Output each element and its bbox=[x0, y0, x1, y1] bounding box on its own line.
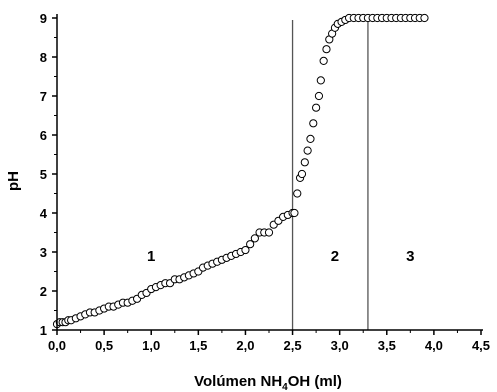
data-point bbox=[312, 103, 321, 112]
y-tick-label: 2 bbox=[40, 284, 47, 299]
x-axis-label-sub: 4 bbox=[282, 382, 288, 392]
y-tick-label: 9 bbox=[40, 11, 47, 26]
x-tick-label: 4,5 bbox=[472, 338, 490, 353]
data-point bbox=[290, 208, 299, 218]
data-point bbox=[241, 245, 250, 255]
x-tick-label: 1,0 bbox=[142, 338, 160, 353]
data-point bbox=[319, 56, 328, 66]
data-point bbox=[309, 119, 318, 128]
x-tick-label: 1,5 bbox=[189, 338, 207, 353]
x-axis-label: Volúmen NH4OH (ml) bbox=[194, 373, 342, 392]
x-tick-label: 3,5 bbox=[378, 338, 396, 353]
x-tick-label: 0,0 bbox=[48, 338, 66, 353]
data-point bbox=[420, 13, 429, 23]
data-points bbox=[52, 13, 429, 329]
y-tick-label: 4 bbox=[40, 206, 48, 221]
data-point bbox=[246, 240, 255, 249]
y-tick-label: 8 bbox=[40, 50, 47, 65]
x-axis-ticks: 0,0 0,5 1,0 1,5 2,0 2,5 3,0 3,5 4,0 4,5 bbox=[48, 330, 490, 353]
data-point bbox=[293, 189, 302, 198]
y-tick-label: 6 bbox=[40, 128, 47, 143]
region-labels: 1 2 3 bbox=[147, 248, 414, 265]
data-point bbox=[297, 169, 307, 179]
x-tick-label: 3,0 bbox=[331, 338, 349, 353]
y-tick-label: 1 bbox=[40, 323, 47, 338]
y-tick-label: 3 bbox=[40, 245, 47, 260]
x-axis-label-post: OH (ml) bbox=[288, 373, 342, 390]
x-tick-label: 4,0 bbox=[425, 338, 443, 353]
axes bbox=[56, 14, 483, 331]
region-label-2: 2 bbox=[331, 248, 339, 265]
region-label-3: 3 bbox=[406, 248, 414, 265]
region-label-1: 1 bbox=[147, 248, 155, 265]
data-point bbox=[314, 91, 324, 101]
y-axis-ticks: 1 2 3 4 5 6 7 8 9 bbox=[40, 11, 57, 338]
data-point bbox=[316, 76, 325, 85]
y-axis-label: pH bbox=[5, 171, 22, 191]
x-axis-label-pre: Volúmen NH bbox=[194, 373, 282, 390]
x-tick-label: 0,5 bbox=[95, 338, 113, 353]
data-point bbox=[306, 134, 315, 143]
data-point bbox=[264, 228, 274, 237]
x-tick-label: 2,5 bbox=[284, 338, 302, 353]
y-tick-label: 7 bbox=[40, 89, 47, 104]
data-point bbox=[322, 45, 331, 54]
x-tick-label: 2,0 bbox=[236, 338, 254, 353]
data-point bbox=[300, 158, 309, 167]
data-point bbox=[303, 146, 312, 155]
y-tick-label: 5 bbox=[40, 167, 47, 182]
region-dividers bbox=[291, 20, 369, 330]
data-point bbox=[250, 234, 259, 243]
